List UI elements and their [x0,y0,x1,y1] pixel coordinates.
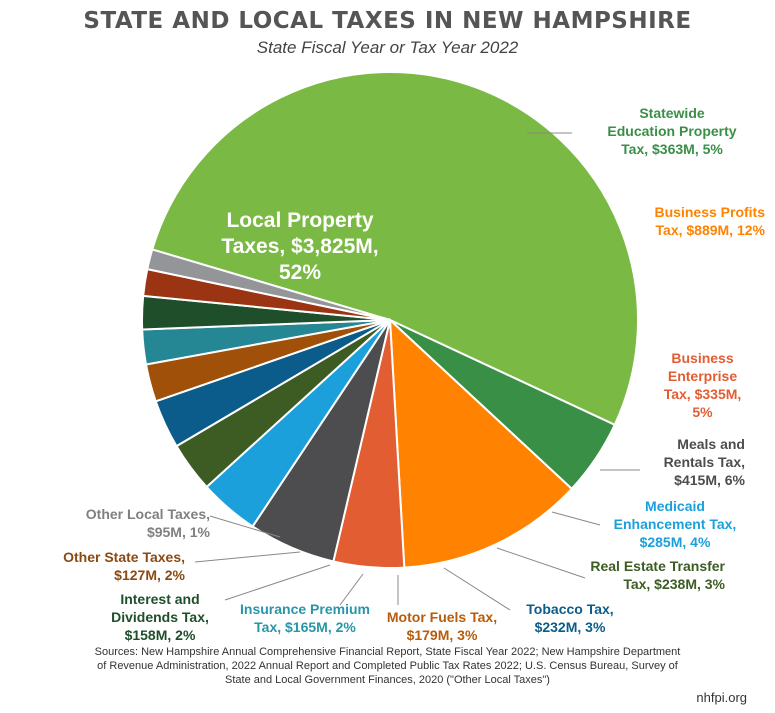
slice-label-4: Meals and Rentals Tax, $415M, 6% [610,435,745,489]
slice-label-3: Business Enterprise Tax, $335M, 5% [640,349,765,421]
slice-label-2-line-1: Tax, $889M, 12% [655,222,765,238]
slice-label-4-line-2: $415M, 6% [674,472,745,488]
slice-label-10: Interest and Dividends Tax, $158M, 2% [95,590,225,644]
slice-label-1-line-2: Tax, $363M, 5% [621,141,723,157]
slice-label-5-line-2: $285M, 4% [639,534,711,550]
pie-slice-2[interactable] [388,317,574,569]
slice-label-2: Business Profits Tax, $889M, 12% [600,203,765,239]
slice-label-9-line-0: Insurance Premium [240,601,370,617]
slice-label-3-line-3: 5% [692,404,713,420]
slice-label-6-line-1: Tax, $238M, 3% [623,576,725,592]
slice-label-8-line-0: Motor Fuels Tax, [386,609,498,625]
slice-label-7-line-1: $232M, 3% [534,619,606,635]
slice-label-4-line-1: Rentals Tax, [663,454,745,470]
slice-label-10-line-2: $158M, 2% [124,627,196,643]
pie-slice-0[interactable] [150,71,639,427]
slice-label-2-line-0: Business Profits [654,204,765,220]
slice-label-0: Local Property Taxes, $3,825M, 52% [165,208,435,286]
leader-line-7 [443,567,511,611]
sources-line-1: Sources: New Hampshire Annual Comprehens… [94,646,681,658]
brand-url[interactable]: nhfpi.org [696,690,747,705]
slice-label-11: Other State Taxes, $127M, 2% [20,548,185,584]
slice-label-11-line-0: Other State Taxes, [63,549,185,565]
chart-title: STATE AND LOCAL TAXES IN NEW HAMPSHIRE [83,8,692,34]
leader-line-12 [209,515,281,538]
slice-label-8: Motor Fuels Tax, $179M, 3% [372,608,512,644]
slice-label-5-line-1: Enhancement Tax, [613,516,737,532]
slice-label-3-line-0: Business [671,350,734,366]
slice-label-8-line-1: $179M, 3% [406,627,478,643]
leader-line-10 [224,564,331,601]
slice-label-5: Medicaid Enhancement Tax, $285M, 4% [585,497,765,551]
slice-label-10-line-1: Dividends Tax, [111,609,209,625]
slice-label-1-line-0: Statewide [639,105,705,121]
slice-label-7: Tobacco Tax, $232M, 3% [505,600,635,636]
leader-lines [194,132,640,611]
slice-label-12-line-1: $95M, 1% [146,524,210,540]
leader-line-9 [339,573,364,606]
slice-label-3-line-2: Tax, $335M, [663,386,742,402]
slice-label-1-line-1: Education Property [607,123,737,139]
slice-label-12-line-0: Other Local Taxes, [85,506,210,522]
slice-label-9: Insurance Premium Tax, $165M, 2% [230,600,380,636]
slice-label-6-line-0: Real Estate Transfer [590,558,725,574]
slice-label-0-line-0: Local Property [226,209,374,232]
leader-line-6 [496,547,586,579]
slice-label-0-line-2: 52% [278,261,322,284]
leader-line-11 [194,551,301,563]
slice-label-0-line-1: Taxes, $3,825M, [221,235,379,258]
slice-label-10-line-0: Interest and [120,591,200,607]
slice-label-5-line-0: Medicaid [645,498,705,514]
slice-label-11-line-1: $127M, 2% [114,567,185,583]
slice-label-6: Real Estate Transfer Tax, $238M, 3% [565,557,725,593]
sources-line-3: State and Local Government Finances, 202… [225,674,550,686]
sources-line-2: of Revenue Administration, 2022 Annual R… [97,660,678,672]
slice-label-3-line-1: Enterprise [667,368,738,384]
slice-label-7-line-0: Tobacco Tax, [526,601,614,617]
slice-label-9-line-1: Tax, $165M, 2% [254,619,356,635]
chart-subtitle: State Fiscal Year or Tax Year 2022 [256,38,519,57]
pie-slice-12[interactable] [146,248,391,321]
pie-slices [141,71,639,569]
slice-label-1: Statewide Education Property Tax, $363M, 5… [572,104,772,158]
slice-label-12: Other Local Taxes, $95M, 1% [20,505,210,541]
leader-line-5 [551,511,601,526]
sources-note: Sources: New Hampshire Annual Comprehens… [20,645,755,687]
slice-label-4-line-0: Meals and [677,436,745,452]
